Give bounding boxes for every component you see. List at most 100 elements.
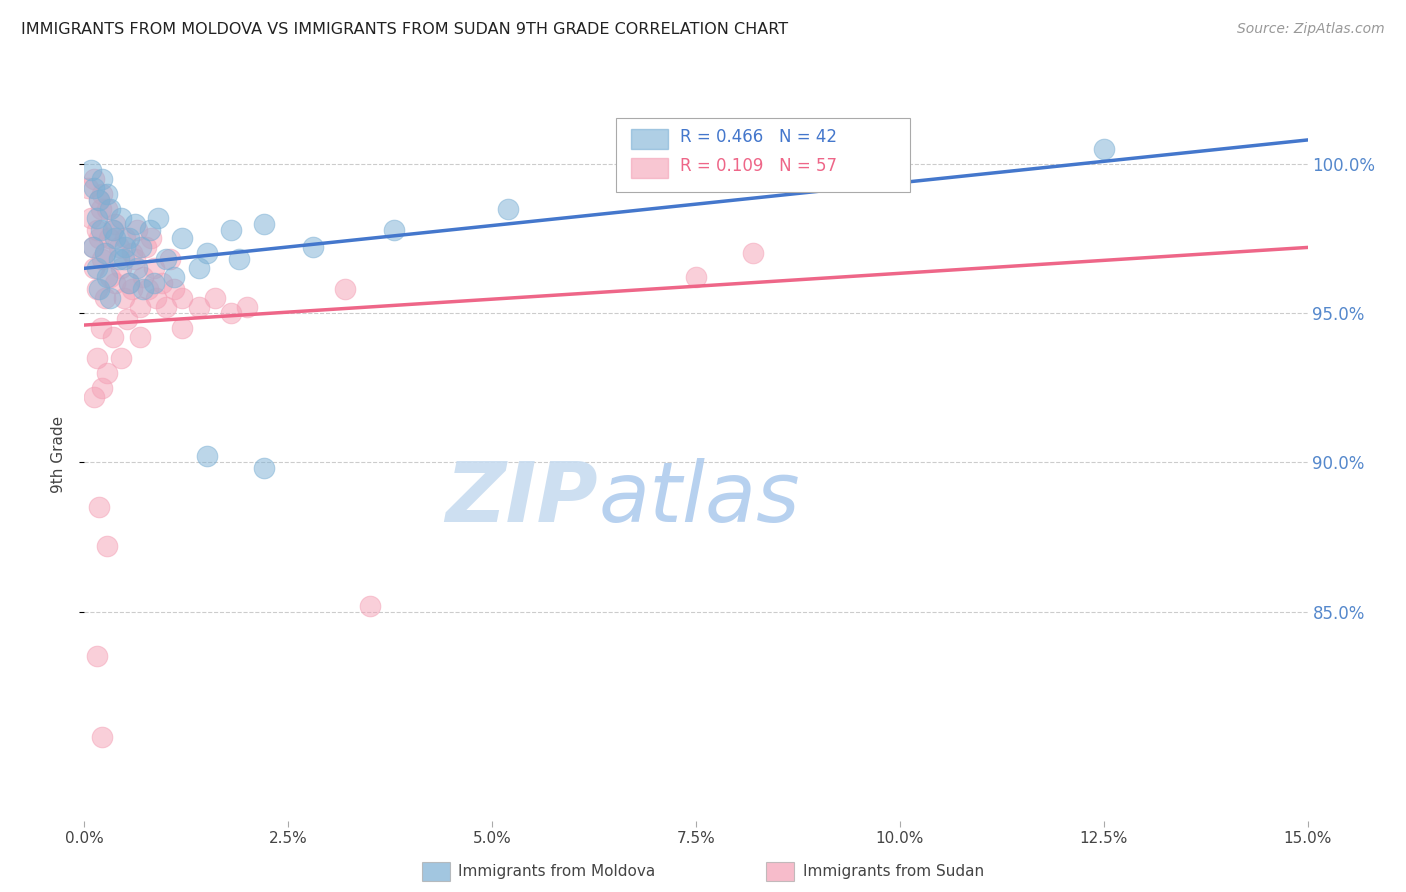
Point <box>172 321 194 335</box>
Point <box>204 291 226 305</box>
Point <box>127 222 149 236</box>
Point <box>118 231 141 245</box>
Point <box>90 222 112 236</box>
Point <box>253 217 276 231</box>
Point <box>91 186 114 201</box>
Point <box>110 211 132 225</box>
Point <box>87 231 110 245</box>
Point <box>159 252 181 267</box>
Point <box>97 231 120 245</box>
Point <box>107 240 129 254</box>
Point <box>145 291 167 305</box>
Point <box>138 222 160 236</box>
Point <box>163 270 186 285</box>
Point <box>91 730 114 744</box>
Point <box>100 270 122 285</box>
Point <box>172 231 194 245</box>
Point <box>90 321 112 335</box>
Point <box>101 222 124 236</box>
Point <box>96 366 118 380</box>
Point <box>86 282 108 296</box>
Point <box>112 252 135 267</box>
Text: R = 0.109   N = 57: R = 0.109 N = 57 <box>681 157 837 175</box>
Text: IMMIGRANTS FROM MOLDOVA VS IMMIGRANTS FROM SUDAN 9TH GRADE CORRELATION CHART: IMMIGRANTS FROM MOLDOVA VS IMMIGRANTS FR… <box>21 22 789 37</box>
Point <box>128 300 150 314</box>
Point <box>1092 142 1115 156</box>
Point <box>150 277 173 291</box>
Point <box>118 277 141 291</box>
Point <box>128 330 150 344</box>
Point <box>86 649 108 664</box>
Point <box>77 180 100 194</box>
Point <box>90 202 112 216</box>
Point <box>80 162 103 177</box>
FancyBboxPatch shape <box>631 128 668 149</box>
Text: Immigrants from Sudan: Immigrants from Sudan <box>803 864 984 879</box>
Point <box>359 599 381 613</box>
Point <box>91 171 114 186</box>
Point <box>100 291 122 305</box>
Point <box>187 261 209 276</box>
Point <box>93 246 117 260</box>
Point <box>127 261 149 276</box>
Point <box>101 222 124 236</box>
Point <box>121 246 143 260</box>
Point <box>172 291 194 305</box>
Point <box>86 261 108 276</box>
Point <box>96 539 118 553</box>
Point <box>93 291 117 305</box>
Point <box>163 282 186 296</box>
Point <box>155 252 177 267</box>
Point <box>124 252 146 267</box>
Point <box>114 231 136 245</box>
Point <box>91 252 114 267</box>
Point <box>124 217 146 231</box>
Point <box>872 162 894 177</box>
Text: ZIP: ZIP <box>446 458 598 540</box>
Point <box>135 240 157 254</box>
Point <box>87 193 110 207</box>
Point <box>335 282 357 296</box>
Point <box>219 306 242 320</box>
Point <box>86 211 108 225</box>
Point <box>115 312 138 326</box>
Point <box>91 381 114 395</box>
Point <box>83 171 105 186</box>
Point <box>96 202 118 216</box>
FancyBboxPatch shape <box>616 119 910 192</box>
Point <box>110 351 132 365</box>
Point <box>382 222 405 236</box>
Point <box>87 282 110 296</box>
Point <box>807 151 830 165</box>
Point <box>107 252 129 267</box>
Point <box>301 240 323 254</box>
Point <box>118 277 141 291</box>
Point <box>131 240 153 254</box>
Text: atlas: atlas <box>598 458 800 540</box>
FancyBboxPatch shape <box>631 158 668 178</box>
Point <box>80 211 103 225</box>
Point <box>253 461 276 475</box>
Point <box>114 240 136 254</box>
Point <box>187 300 209 314</box>
Point <box>82 240 104 254</box>
Point <box>742 246 765 260</box>
Text: Immigrants from Moldova: Immigrants from Moldova <box>458 864 655 879</box>
Point <box>104 231 127 245</box>
Point <box>121 282 143 296</box>
Point <box>104 217 127 231</box>
Text: R = 0.466   N = 42: R = 0.466 N = 42 <box>681 128 837 145</box>
Point <box>155 300 177 314</box>
Point <box>83 261 105 276</box>
Point <box>83 390 105 404</box>
Point <box>146 211 169 225</box>
Point <box>110 261 132 276</box>
Point <box>104 277 127 291</box>
Point <box>93 246 117 260</box>
Point <box>141 231 163 245</box>
Point <box>132 270 155 285</box>
Point <box>142 277 165 291</box>
Point <box>82 240 104 254</box>
Point <box>87 193 110 207</box>
Point <box>498 202 520 216</box>
